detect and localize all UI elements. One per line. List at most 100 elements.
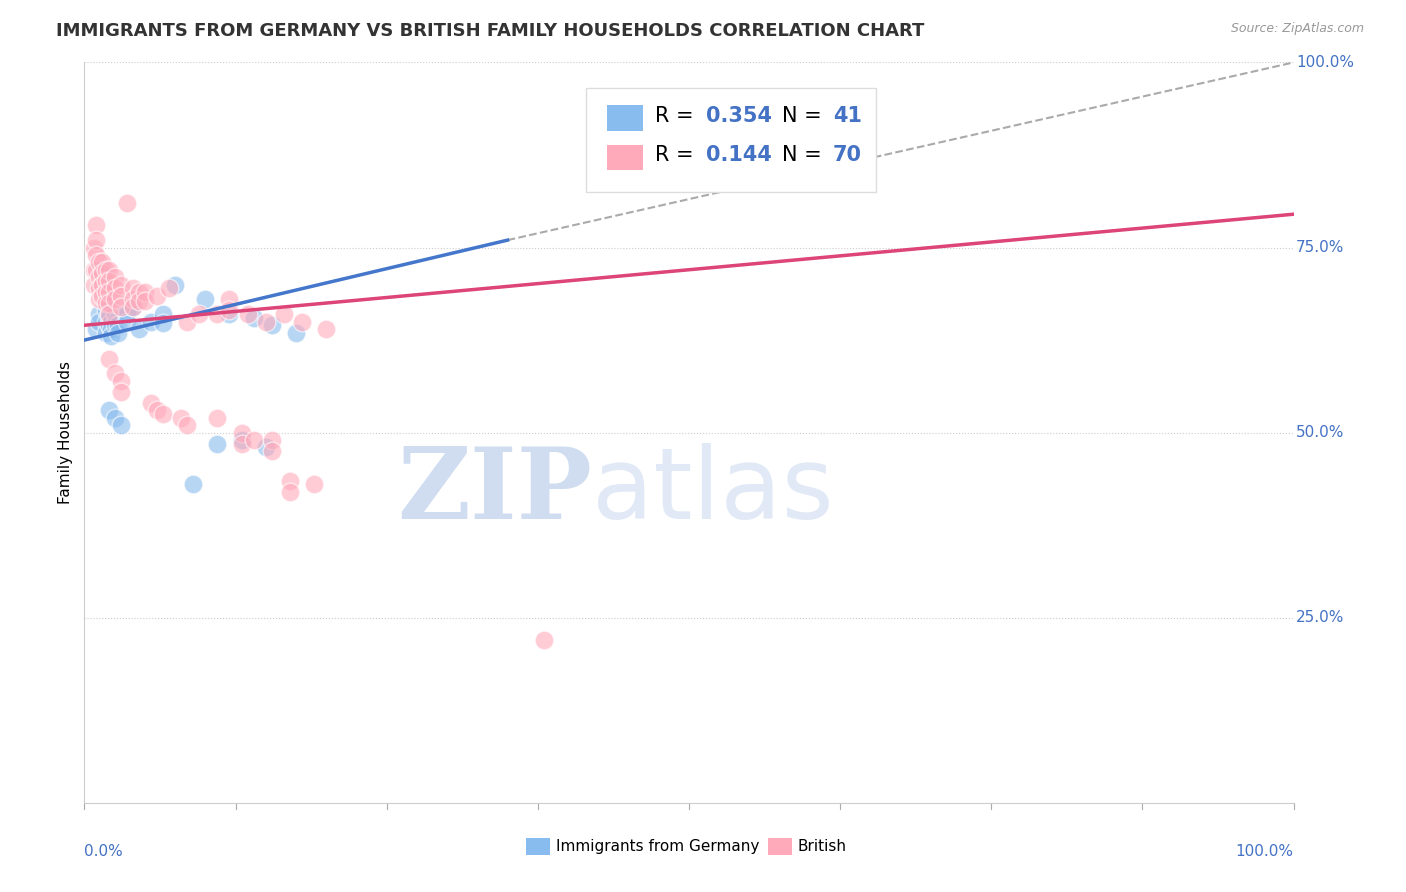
Point xyxy=(110,300,132,314)
Point xyxy=(152,316,174,330)
Point xyxy=(104,367,127,381)
Point xyxy=(104,293,127,307)
Point xyxy=(121,300,143,314)
Point xyxy=(97,307,120,321)
Text: N =: N = xyxy=(782,106,828,126)
Point xyxy=(115,314,138,328)
Point xyxy=(139,314,162,328)
Point xyxy=(86,219,108,233)
Point xyxy=(157,281,180,295)
Point xyxy=(94,274,117,288)
Text: British: British xyxy=(797,839,846,854)
Text: IMMIGRANTS FROM GERMANY VS BRITISH FAMILY HOUSEHOLDS CORRELATION CHART: IMMIGRANTS FROM GERMANY VS BRITISH FAMIL… xyxy=(56,22,925,40)
Point xyxy=(94,285,117,299)
Point xyxy=(291,314,314,328)
Point xyxy=(97,403,120,417)
Point xyxy=(207,436,229,450)
Point xyxy=(278,474,301,488)
Text: Source: ZipAtlas.com: Source: ZipAtlas.com xyxy=(1230,22,1364,36)
Point xyxy=(260,318,283,333)
Point xyxy=(97,351,120,366)
Text: 0.0%: 0.0% xyxy=(84,844,124,858)
Point xyxy=(218,293,240,307)
Point xyxy=(104,318,127,333)
Point xyxy=(121,281,143,295)
Point xyxy=(83,240,105,255)
Point xyxy=(231,425,253,440)
Point xyxy=(110,277,132,292)
Point xyxy=(94,293,117,307)
FancyBboxPatch shape xyxy=(607,105,643,130)
Point xyxy=(254,314,277,328)
Point xyxy=(194,293,217,307)
Point xyxy=(100,329,122,343)
Point xyxy=(128,293,150,308)
Point xyxy=(315,322,337,336)
Point xyxy=(110,288,132,302)
Point xyxy=(533,632,555,647)
Point xyxy=(254,441,277,455)
Point xyxy=(87,281,110,295)
Point xyxy=(91,288,114,302)
Y-axis label: Family Households: Family Households xyxy=(58,361,73,504)
Point xyxy=(97,300,120,314)
Point xyxy=(94,314,117,328)
Point xyxy=(97,262,120,277)
Point xyxy=(176,418,198,433)
Point xyxy=(121,293,143,307)
Text: Immigrants from Germany: Immigrants from Germany xyxy=(555,839,759,854)
Point xyxy=(97,296,120,310)
Point xyxy=(260,444,283,458)
Point xyxy=(104,410,127,425)
Text: 0.144: 0.144 xyxy=(706,145,772,165)
Point xyxy=(104,281,127,295)
Point xyxy=(104,307,127,321)
Point xyxy=(278,484,301,499)
Text: R =: R = xyxy=(655,145,700,165)
Point xyxy=(97,310,120,325)
Point xyxy=(104,270,127,285)
Point xyxy=(87,270,110,285)
Point xyxy=(218,307,240,321)
Point xyxy=(134,285,156,299)
Text: 75.0%: 75.0% xyxy=(1296,240,1344,255)
Text: 50.0%: 50.0% xyxy=(1296,425,1344,440)
Point xyxy=(260,433,283,447)
Point xyxy=(87,307,110,321)
Text: 100.0%: 100.0% xyxy=(1236,844,1294,858)
Point xyxy=(94,326,117,340)
Point xyxy=(91,255,114,269)
Point xyxy=(146,288,169,302)
Point xyxy=(242,433,264,447)
Text: 41: 41 xyxy=(832,106,862,126)
Point xyxy=(236,307,259,321)
Point xyxy=(97,318,120,333)
Point xyxy=(83,262,105,277)
Point xyxy=(207,307,229,321)
Point xyxy=(97,285,120,299)
Point xyxy=(94,262,117,277)
Point xyxy=(242,310,264,325)
Point xyxy=(218,303,240,318)
Point xyxy=(273,307,295,321)
Point xyxy=(94,303,117,318)
Point xyxy=(91,277,114,292)
Point xyxy=(181,477,204,491)
Point xyxy=(231,436,253,450)
Text: 100.0%: 100.0% xyxy=(1296,55,1354,70)
Point xyxy=(86,233,108,247)
Point xyxy=(110,374,132,388)
Text: ZIP: ZIP xyxy=(398,443,592,541)
Text: N =: N = xyxy=(782,145,828,165)
Point xyxy=(176,314,198,328)
Point xyxy=(83,277,105,292)
Point xyxy=(128,285,150,299)
Point xyxy=(87,255,110,269)
Point xyxy=(100,322,122,336)
Point xyxy=(110,384,132,399)
Point xyxy=(231,433,253,447)
Point xyxy=(107,318,129,333)
Text: atlas: atlas xyxy=(592,443,834,541)
Point xyxy=(97,307,120,321)
Point xyxy=(284,326,308,340)
